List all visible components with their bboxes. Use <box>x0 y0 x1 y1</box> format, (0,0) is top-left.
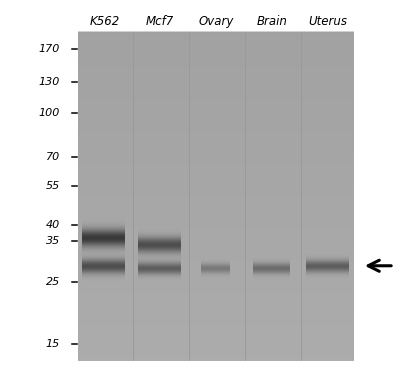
Text: 130: 130 <box>39 77 60 87</box>
Text: 170: 170 <box>39 44 60 54</box>
Text: 70: 70 <box>46 152 60 162</box>
Text: K562: K562 <box>89 15 120 28</box>
Text: Brain: Brain <box>256 15 287 28</box>
Text: 100: 100 <box>39 108 60 118</box>
Text: Uterus: Uterus <box>308 15 347 28</box>
Text: 40: 40 <box>46 220 60 230</box>
Text: 25: 25 <box>46 277 60 286</box>
Text: 15: 15 <box>46 338 60 349</box>
Text: 35: 35 <box>46 236 60 246</box>
Text: 55: 55 <box>46 181 60 191</box>
Text: Mcf7: Mcf7 <box>146 15 174 28</box>
Text: Ovary: Ovary <box>198 15 234 28</box>
